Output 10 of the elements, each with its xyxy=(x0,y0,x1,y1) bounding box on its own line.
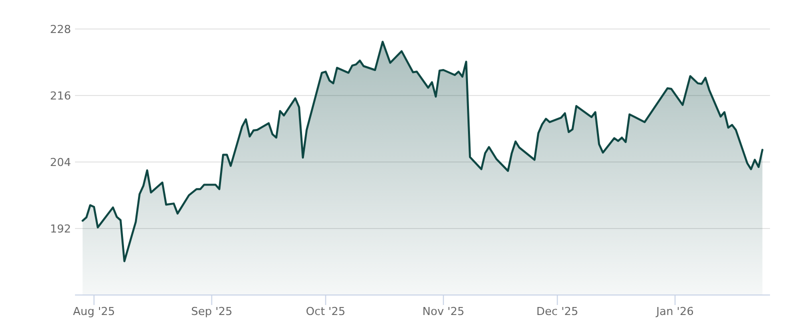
y-tick-label: 228 xyxy=(50,22,71,36)
x-tick-label: Oct '25 xyxy=(306,305,346,318)
x-tick-label: Aug '25 xyxy=(72,305,115,318)
x-tick-label: Nov '25 xyxy=(422,305,464,318)
y-tick-label: 204 xyxy=(50,156,71,169)
x-tick-label: Jan '26 xyxy=(655,305,694,318)
y-tick-label: 192 xyxy=(50,222,71,236)
y-tick-label: 216 xyxy=(50,89,71,102)
x-tick-label: Sep '25 xyxy=(191,305,232,318)
x-tick-label: Dec '25 xyxy=(536,305,578,318)
